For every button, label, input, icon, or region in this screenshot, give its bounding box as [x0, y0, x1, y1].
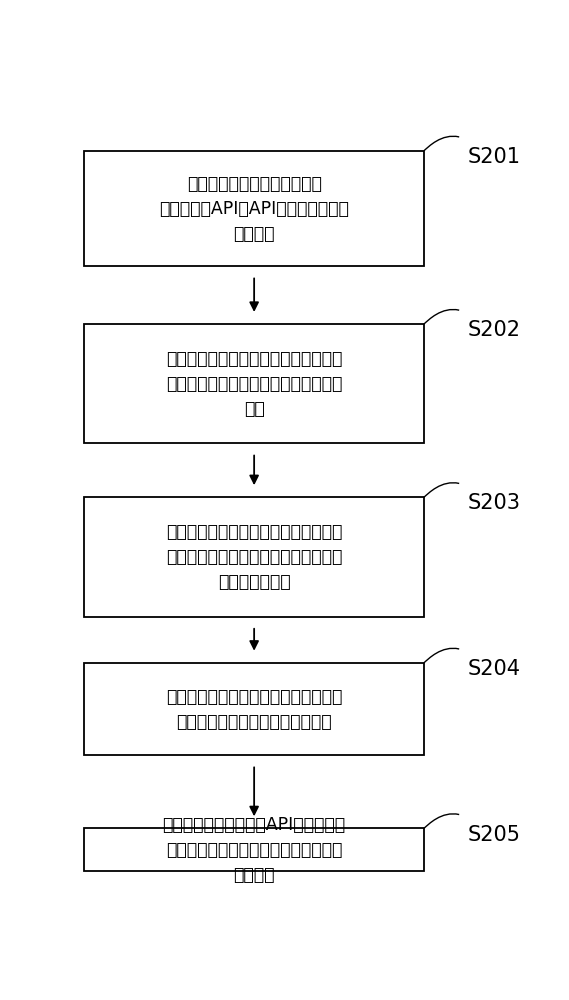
Bar	[84, 663, 424, 755]
Text: S203: S203	[468, 493, 521, 513]
Bar	[84, 324, 424, 443]
Text: S201: S201	[468, 147, 521, 167]
Text: 调度器收到冗余执行体的加解密请求，
通过比对标签及数据信息确定请求的合
法性: 调度器收到冗余执行体的加解密请求， 通过比对标签及数据信息确定请求的合 法性	[166, 350, 343, 418]
Text: 冗余执行体上的加解密API返回加解密
后的数据流，应用程序使用数据流进行
后续运算: 冗余执行体上的加解密API返回加解密 后的数据流，应用程序使用数据流进行 后续运…	[163, 816, 346, 884]
Bar	[84, 497, 424, 617]
Text: 冗余执行体上运行的应用程序
调用加解密API，API向调度器发送加
解密请求: 冗余执行体上运行的应用程序 调用加解密API，API向调度器发送加 解密请求	[159, 175, 349, 243]
Text: S205: S205	[468, 825, 521, 845]
Text: S202: S202	[468, 320, 521, 340]
Text: S204: S204	[468, 659, 521, 679]
Text: 加密运算器返回数据加解密结果给调度
器，调度器分发结果至冗余执行体: 加密运算器返回数据加解密结果给调度 器，调度器分发结果至冗余执行体	[166, 688, 343, 731]
Bar	[84, 151, 424, 266]
Text: 合法性确定后，调度器根据标签信息，
分配加密运算器中的资源对输入数据流
进行加解密运算: 合法性确定后，调度器根据标签信息， 分配加密运算器中的资源对输入数据流 进行加解…	[166, 523, 343, 591]
Bar	[84, 828, 424, 871]
